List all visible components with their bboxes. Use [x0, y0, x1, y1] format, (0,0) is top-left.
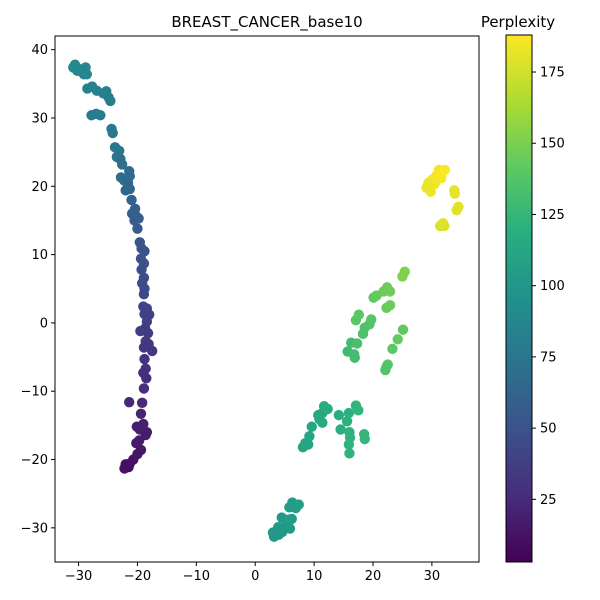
points-layer — [68, 59, 464, 542]
y-tick-label: 20 — [31, 180, 48, 195]
data-point — [349, 352, 360, 363]
data-point — [116, 159, 128, 170]
x-tick-label: 10 — [306, 569, 323, 584]
data-point — [453, 201, 464, 212]
data-point — [439, 164, 451, 176]
x-tick-label: 30 — [424, 569, 441, 584]
data-point — [392, 334, 403, 345]
data-point — [146, 345, 158, 357]
y-tick-label: 30 — [31, 111, 48, 126]
data-point — [107, 127, 118, 139]
data-point — [284, 523, 296, 534]
data-point — [141, 373, 152, 384]
colorbar-tick-label: 75 — [540, 350, 557, 365]
data-point — [136, 264, 147, 275]
data-point — [286, 513, 297, 525]
data-point — [353, 309, 365, 320]
data-point — [124, 183, 135, 195]
x-tick-label: −20 — [124, 569, 151, 584]
data-point — [381, 361, 392, 372]
data-point — [317, 417, 328, 428]
data-point — [124, 396, 135, 408]
data-point — [139, 353, 150, 365]
x-tick-label: −10 — [183, 569, 210, 584]
x-tick-label: 20 — [365, 569, 382, 584]
x-tick-label: −30 — [65, 569, 92, 584]
data-point — [142, 327, 154, 339]
data-point — [119, 463, 130, 474]
data-point — [322, 403, 333, 415]
x-tick-label: 0 — [251, 569, 259, 584]
axis-ticks: −30 −20 −10 0 10 20 30 −30 −20 −10 0 10 20 30 40 — [21, 43, 441, 584]
y-tick-label: 40 — [31, 43, 48, 58]
data-point — [132, 223, 143, 234]
data-point — [72, 65, 83, 77]
data-point — [397, 271, 408, 282]
data-point — [126, 194, 137, 206]
data-point — [129, 215, 140, 226]
colorbar-tick-label: 50 — [540, 422, 557, 437]
data-point — [378, 286, 389, 297]
data-point — [353, 405, 364, 416]
y-tick-label: 0 — [40, 316, 48, 331]
data-point — [95, 110, 106, 121]
data-point — [341, 416, 353, 427]
data-point — [366, 314, 377, 325]
data-point — [333, 409, 345, 421]
data-point — [439, 220, 450, 232]
data-point — [138, 383, 150, 394]
colorbar-tick-label: 150 — [540, 137, 565, 152]
chart-title: BREAST_CANCER_base10 — [171, 13, 362, 32]
plot-frame — [54, 35, 480, 563]
data-point — [343, 407, 355, 419]
data-point — [384, 299, 396, 311]
colorbar-tick-label: 25 — [540, 493, 557, 508]
colorbar-tick-label: 125 — [540, 208, 565, 223]
data-point — [138, 342, 150, 353]
data-point — [303, 439, 314, 450]
data-point — [293, 499, 304, 510]
data-point — [81, 69, 93, 80]
colorbar-tick-label: 175 — [540, 66, 565, 81]
data-point — [359, 433, 370, 445]
data-point — [344, 448, 355, 459]
colorbar-tick-label: 100 — [540, 279, 565, 294]
data-point — [105, 95, 116, 107]
data-point — [387, 343, 398, 355]
y-tick-label: 10 — [31, 248, 48, 263]
data-point — [131, 421, 143, 432]
data-point — [397, 324, 409, 335]
y-tick-label: −20 — [21, 453, 48, 468]
colorbar-label: Perplexity — [481, 13, 555, 31]
data-point — [304, 431, 315, 442]
data-point — [335, 424, 346, 435]
data-point — [351, 338, 363, 349]
data-point — [424, 181, 435, 193]
data-point — [343, 439, 355, 450]
colorbar-ticks: 25 50 75 100 125 150 175 — [532, 66, 565, 508]
y-tick-label: −30 — [21, 521, 48, 536]
data-point — [136, 397, 148, 409]
y-tick-label: −10 — [21, 385, 48, 400]
data-point — [138, 289, 150, 300]
data-point — [306, 421, 317, 432]
data-point — [135, 408, 147, 419]
colorbar — [505, 34, 533, 563]
data-point — [449, 188, 461, 199]
data-point — [273, 529, 284, 540]
